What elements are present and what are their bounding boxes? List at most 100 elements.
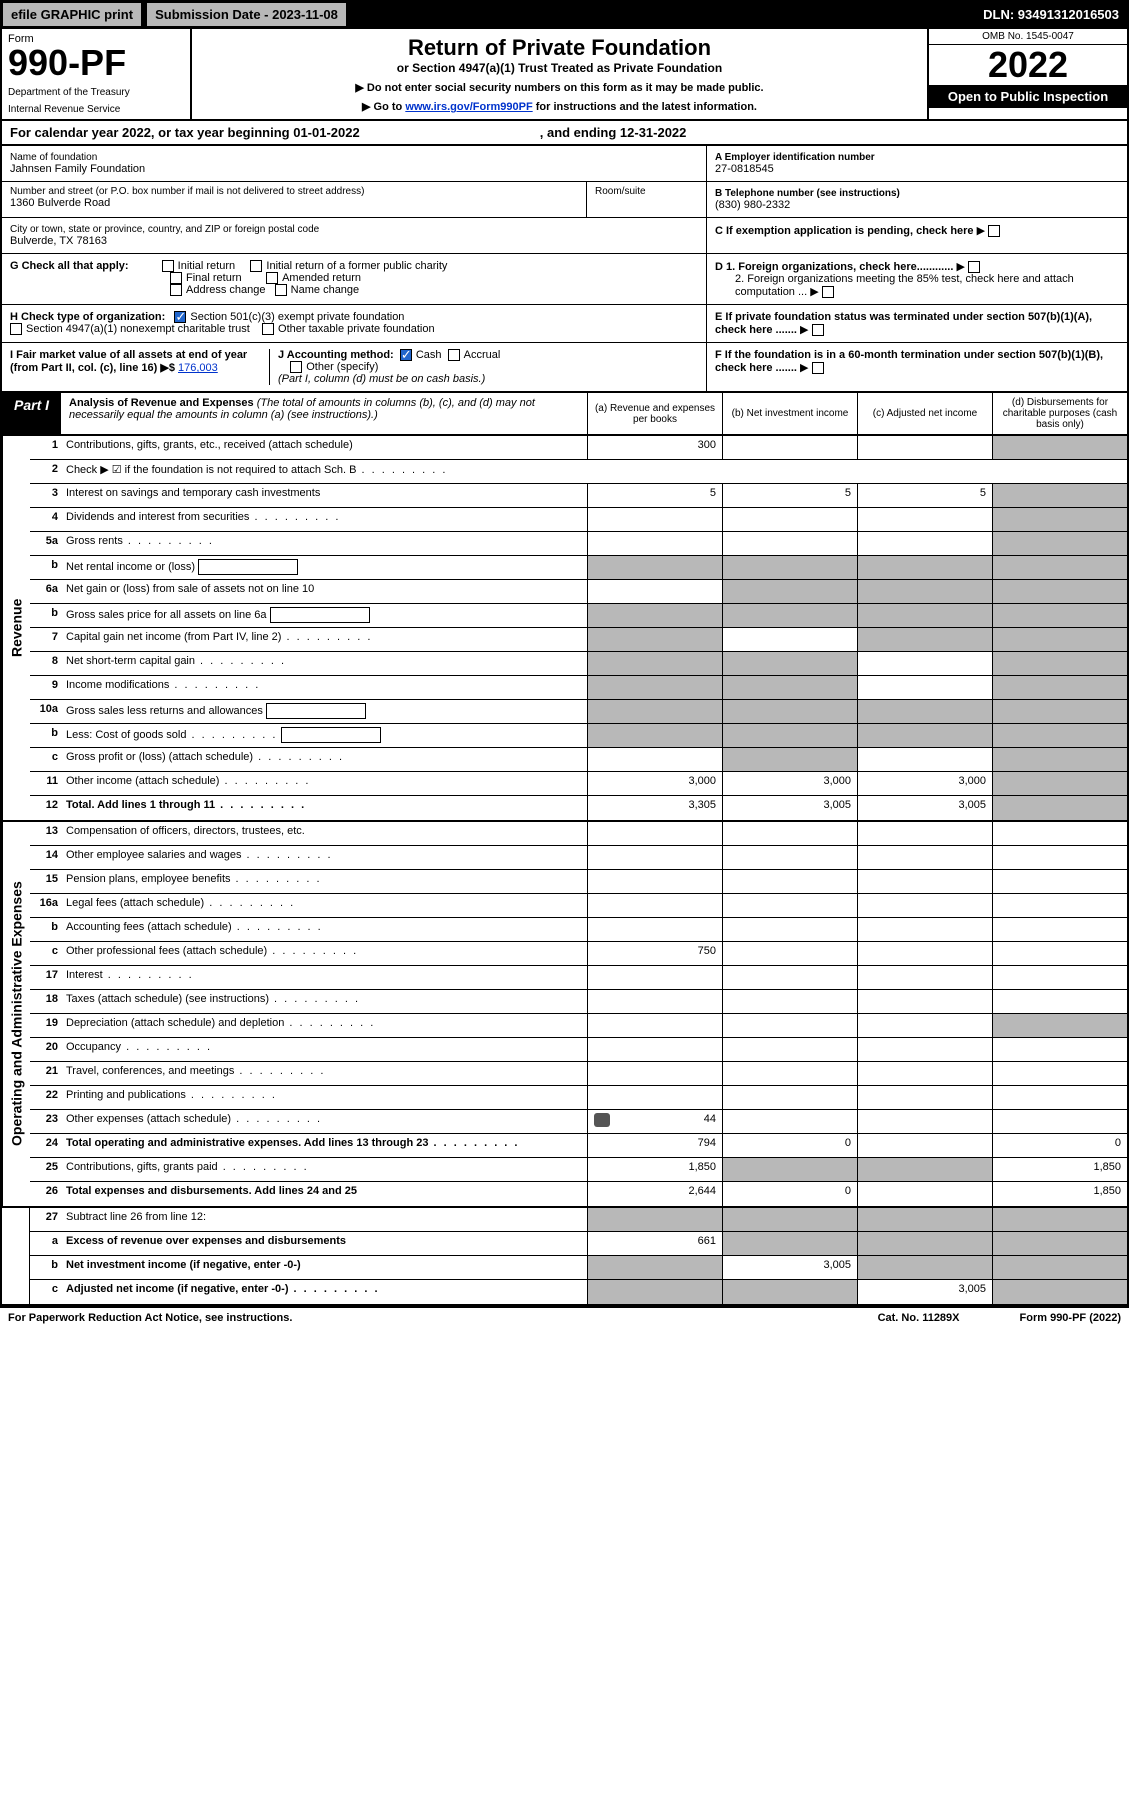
value-cell: 3,005 xyxy=(857,796,992,820)
value-cell xyxy=(722,508,857,531)
line-number: 9 xyxy=(30,676,62,699)
cat-number: Cat. No. 11289X xyxy=(878,1312,960,1324)
table-row: 14Other employee salaries and wages xyxy=(30,846,1127,870)
value-cell xyxy=(992,1062,1127,1085)
value-cell: 5 xyxy=(587,484,722,507)
table-row: 27Subtract line 26 from line 12: xyxy=(30,1208,1127,1232)
value-cell xyxy=(857,1110,992,1133)
table-row: 1Contributions, gifts, grants, etc., rec… xyxy=(30,436,1127,460)
efile-print-button[interactable]: efile GRAPHIC print xyxy=(2,2,142,27)
table-row: cOther professional fees (attach schedul… xyxy=(30,942,1127,966)
amended-checkbox[interactable] xyxy=(266,272,278,284)
value-cell xyxy=(992,652,1127,675)
schedule-icon[interactable] xyxy=(594,1113,610,1127)
table-row: 10aGross sales less returns and allowanc… xyxy=(30,700,1127,724)
column-headers: (a) Revenue and expenses per books (b) N… xyxy=(587,393,1127,434)
value-cell: 0 xyxy=(992,1134,1127,1157)
revenue-table-body: 1Contributions, gifts, grants, etc., rec… xyxy=(30,436,1127,820)
value-cell xyxy=(722,556,857,579)
value-cell xyxy=(587,966,722,989)
value-cell xyxy=(992,870,1127,893)
line-description: Total expenses and disbursements. Add li… xyxy=(62,1182,587,1206)
line-description: Travel, conferences, and meetings xyxy=(62,1062,587,1085)
value-cell xyxy=(722,822,857,845)
top-bar: efile GRAPHIC print Submission Date - 20… xyxy=(0,0,1129,29)
value-cell xyxy=(587,1256,722,1279)
value-cell xyxy=(587,556,722,579)
table-row: aExcess of revenue over expenses and dis… xyxy=(30,1232,1127,1256)
name-change-checkbox[interactable] xyxy=(275,284,287,296)
h3-text: Other taxable private foundation xyxy=(278,323,435,335)
value-cell xyxy=(992,990,1127,1013)
part1-label: Part I xyxy=(2,393,61,434)
value-cell xyxy=(722,1158,857,1181)
value-cell xyxy=(857,676,992,699)
g-opt-2: Address change xyxy=(186,284,266,296)
line-number: 25 xyxy=(30,1158,62,1181)
fmv-value[interactable]: 176,003 xyxy=(178,362,218,374)
h3-checkbox[interactable] xyxy=(262,323,274,335)
value-cell xyxy=(857,1182,992,1206)
value-cell xyxy=(722,748,857,771)
col-d-header: (d) Disbursements for charitable purpose… xyxy=(992,393,1127,434)
cash-checkbox[interactable] xyxy=(400,349,412,361)
value-cell: 3,000 xyxy=(587,772,722,795)
line-description: Other expenses (attach schedule) xyxy=(62,1110,587,1133)
form-number: 990-PF xyxy=(8,45,184,81)
value-cell xyxy=(857,966,992,989)
phone-label: B Telephone number (see instructions) xyxy=(715,188,1119,199)
submission-date: Submission Date - 2023-11-08 xyxy=(146,2,347,27)
address-change-checkbox[interactable] xyxy=(170,284,182,296)
line-number: 18 xyxy=(30,990,62,1013)
c-checkbox[interactable] xyxy=(988,225,1000,237)
calendar-year-row: For calendar year 2022, or tax year begi… xyxy=(0,121,1129,146)
final-return-checkbox[interactable] xyxy=(170,272,182,284)
street-address: 1360 Bulverde Road xyxy=(10,197,578,209)
value-cell: 5 xyxy=(857,484,992,507)
value-cell xyxy=(992,1232,1127,1255)
ein-value: 27-0818545 xyxy=(715,163,1119,175)
goto-note: ▶ Go to www.irs.gov/Form990PF for instru… xyxy=(202,100,917,113)
value-cell xyxy=(992,942,1127,965)
value-cell xyxy=(992,700,1127,723)
irs-link[interactable]: www.irs.gov/Form990PF xyxy=(405,101,532,113)
expenses-table-body: 13Compensation of officers, directors, t… xyxy=(30,822,1127,1206)
value-cell xyxy=(722,604,857,627)
initial-return-checkbox[interactable] xyxy=(162,260,174,272)
h1-checkbox[interactable] xyxy=(174,311,186,323)
value-cell: 1,850 xyxy=(992,1182,1127,1206)
d2-checkbox[interactable] xyxy=(822,286,834,298)
value-cell xyxy=(857,990,992,1013)
value-cell xyxy=(857,580,992,603)
value-cell xyxy=(992,748,1127,771)
value-cell: 750 xyxy=(587,942,722,965)
d1-checkbox[interactable] xyxy=(968,261,980,273)
line-number: 27 xyxy=(30,1208,62,1231)
table-row: 3Interest on savings and temporary cash … xyxy=(30,484,1127,508)
line-description: Income modifications xyxy=(62,676,587,699)
value-cell xyxy=(857,1158,992,1181)
form-subtitle: or Section 4947(a)(1) Trust Treated as P… xyxy=(202,61,917,75)
table-row: 12Total. Add lines 1 through 113,3053,00… xyxy=(30,796,1127,820)
line-description: Adjusted net income (if negative, enter … xyxy=(62,1280,587,1304)
table-row: 18Taxes (attach schedule) (see instructi… xyxy=(30,990,1127,1014)
line-description: Excess of revenue over expenses and disb… xyxy=(62,1232,587,1255)
initial-former-checkbox[interactable] xyxy=(250,260,262,272)
value-cell xyxy=(857,822,992,845)
e-checkbox[interactable] xyxy=(812,324,824,336)
expenses-side-label: Operating and Administrative Expenses xyxy=(2,822,30,1206)
f-checkbox[interactable] xyxy=(812,362,824,374)
value-cell xyxy=(992,1014,1127,1037)
accrual-checkbox[interactable] xyxy=(448,349,460,361)
line-number: 23 xyxy=(30,1110,62,1133)
other-checkbox[interactable] xyxy=(290,361,302,373)
inline-value-box xyxy=(270,607,370,623)
value-cell: 3,305 xyxy=(587,796,722,820)
value-cell xyxy=(857,894,992,917)
value-cell xyxy=(992,556,1127,579)
line-number: 15 xyxy=(30,870,62,893)
line-description: Other professional fees (attach schedule… xyxy=(62,942,587,965)
g-opt-0: Initial return xyxy=(178,260,235,272)
table-row: 6aNet gain or (loss) from sale of assets… xyxy=(30,580,1127,604)
h2-checkbox[interactable] xyxy=(10,323,22,335)
